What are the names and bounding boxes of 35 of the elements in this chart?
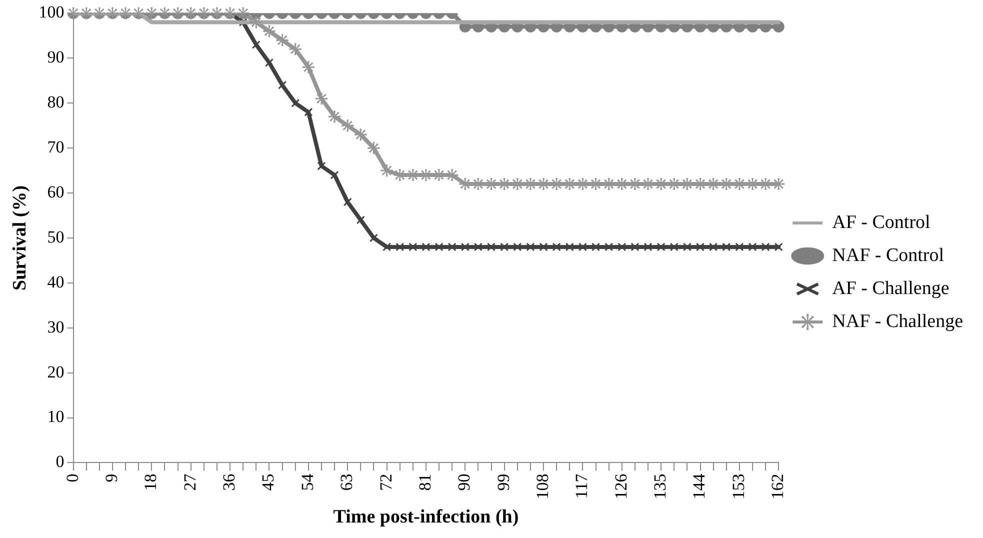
- y-tick-label: 10: [47, 407, 64, 426]
- x-tick-label: 54: [298, 473, 317, 491]
- y-tick-label: 50: [47, 227, 64, 246]
- y-tick-label: 80: [47, 92, 64, 112]
- x-tick-label: 99: [494, 474, 513, 491]
- x-tick-label: 90: [454, 474, 474, 491]
- x-tick-label: 72: [376, 474, 396, 491]
- x-tick-label: 126: [611, 474, 630, 500]
- x-tick-label: 27: [180, 473, 200, 491]
- x-tick-label: 135: [650, 474, 670, 500]
- legend-label: NAF - Control: [832, 244, 944, 266]
- y-tick-label: 70: [47, 138, 64, 157]
- legend-label: AF - Challenge: [832, 278, 950, 299]
- legend-label: AF - Control: [832, 212, 930, 233]
- x-tick-label: 18: [141, 474, 160, 491]
- y-axis-title: Survival (%): [9, 185, 30, 290]
- x-tick-label: 45: [258, 474, 278, 491]
- y-tick-label: 20: [47, 362, 64, 382]
- y-tick-label: 60: [47, 182, 64, 202]
- x-axis-title: Time post-infection (h): [333, 506, 519, 528]
- x-tick-label: 117: [572, 473, 592, 499]
- x-tick-label: 153: [728, 474, 748, 500]
- y-tick-label: 30: [47, 317, 64, 336]
- x-tick-label: 144: [690, 473, 709, 500]
- x-tick-label: 63: [337, 474, 356, 491]
- x-tick-label: 162: [768, 474, 788, 500]
- y-tick-label: 90: [47, 48, 64, 67]
- y-tick-label: 40: [47, 272, 64, 292]
- y-tick-label: 100: [38, 2, 64, 22]
- x-tick-label: 0: [62, 474, 82, 482]
- x-tick-label: 81: [415, 474, 434, 491]
- x-tick-label: 9: [102, 474, 121, 482]
- x-tick-label: 108: [532, 474, 552, 500]
- legend-label: NAF - Challenge: [832, 310, 964, 332]
- x-tick-label: 36: [220, 474, 239, 491]
